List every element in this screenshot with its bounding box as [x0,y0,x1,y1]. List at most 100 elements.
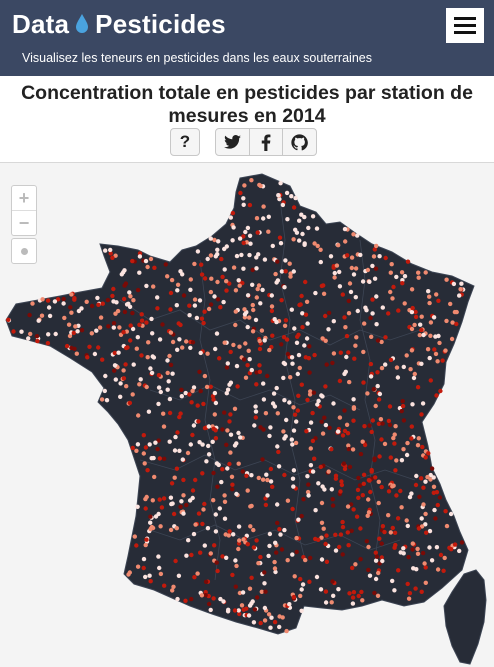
station-dot[interactable] [427,545,432,550]
station-dot[interactable] [323,313,328,319]
station-dot[interactable] [324,559,330,564]
station-dot[interactable] [144,494,149,500]
station-dot[interactable] [363,305,368,310]
station-dot[interactable] [144,384,149,390]
station-dot[interactable] [249,503,254,509]
station-dot[interactable] [372,276,378,281]
station-dot[interactable] [342,408,347,413]
station-dot[interactable] [144,537,149,542]
station-dot[interactable] [401,418,407,423]
station-dot[interactable] [175,430,180,435]
station-dot[interactable] [113,253,118,258]
station-dot[interactable] [220,427,225,432]
station-dot[interactable] [294,419,299,424]
station-dot[interactable] [356,495,361,500]
station-dot[interactable] [297,238,302,243]
station-dot[interactable] [233,584,238,589]
station-dot[interactable] [203,593,208,598]
station-dot[interactable] [353,343,358,348]
station-dot[interactable] [269,293,274,298]
station-dot[interactable] [399,505,404,510]
station-dot[interactable] [267,531,273,537]
station-dot[interactable] [188,345,193,350]
station-dot[interactable] [257,346,263,352]
station-dot[interactable] [360,439,365,444]
station-dot[interactable] [333,548,339,553]
station-dot[interactable] [149,370,155,376]
station-dot[interactable] [178,411,183,416]
station-dot[interactable] [236,524,242,529]
station-dot[interactable] [266,214,271,219]
station-dot[interactable] [383,362,388,367]
station-dot[interactable] [272,566,278,571]
station-dot[interactable] [275,444,280,449]
station-dot[interactable] [432,347,437,352]
station-dot[interactable] [121,270,126,275]
station-dot[interactable] [212,412,217,417]
station-dot[interactable] [405,581,410,587]
station-dot[interactable] [383,255,388,261]
station-dot[interactable] [261,397,267,402]
station-dot[interactable] [274,319,279,325]
station-dot[interactable] [306,493,311,498]
station-dot[interactable] [414,473,419,479]
station-dot[interactable] [409,424,414,429]
station-dot[interactable] [376,479,381,484]
station-dot[interactable] [375,370,380,375]
station-dot[interactable] [407,591,413,596]
station-dot[interactable] [75,329,80,334]
station-dot[interactable] [396,568,401,573]
station-dot[interactable] [351,272,357,277]
station-dot[interactable] [372,590,377,596]
station-dot[interactable] [228,432,234,437]
station-dot[interactable] [330,360,335,366]
station-dot[interactable] [247,586,253,591]
station-dot[interactable] [419,516,424,521]
station-dot[interactable] [300,582,306,587]
station-dot[interactable] [326,327,331,332]
station-dot[interactable] [130,326,136,332]
station-dot[interactable] [198,550,203,555]
station-dot[interactable] [399,270,405,275]
station-dot[interactable] [284,190,290,196]
station-dot[interactable] [444,523,450,529]
station-dot[interactable] [148,366,153,371]
station-dot[interactable] [359,589,364,595]
station-dot[interactable] [256,561,261,566]
station-dot[interactable] [233,322,238,328]
station-dot[interactable] [394,365,400,370]
station-dot[interactable] [427,355,432,361]
station-dot[interactable] [402,274,408,279]
station-dot[interactable] [189,552,194,558]
station-dot[interactable] [225,428,230,433]
station-dot[interactable] [253,404,258,409]
station-dot[interactable] [438,552,444,558]
station-dot[interactable] [150,354,155,359]
station-dot[interactable] [108,251,113,256]
station-dot[interactable] [452,542,458,547]
station-dot[interactable] [111,325,117,330]
station-dot[interactable] [428,333,433,338]
station-dot[interactable] [262,605,268,611]
station-dot[interactable] [306,225,311,231]
station-dot[interactable] [358,557,363,562]
station-dot[interactable] [170,371,175,376]
station-dot[interactable] [100,357,105,362]
station-dot[interactable] [245,225,251,231]
station-dot[interactable] [431,475,436,480]
station-dot[interactable] [258,425,263,430]
station-dot[interactable] [243,229,248,235]
station-dot[interactable] [376,421,382,426]
station-dot[interactable] [241,357,247,362]
station-dot[interactable] [165,274,170,279]
station-dot[interactable] [247,202,253,208]
station-dot[interactable] [410,547,415,552]
station-dot[interactable] [386,311,391,316]
station-dot[interactable] [314,226,320,231]
station-dot[interactable] [79,328,85,333]
station-dot[interactable] [415,443,421,448]
station-dot[interactable] [457,548,462,554]
station-dot[interactable] [130,445,135,451]
station-dot[interactable] [305,397,310,403]
station-dot[interactable] [143,542,148,548]
